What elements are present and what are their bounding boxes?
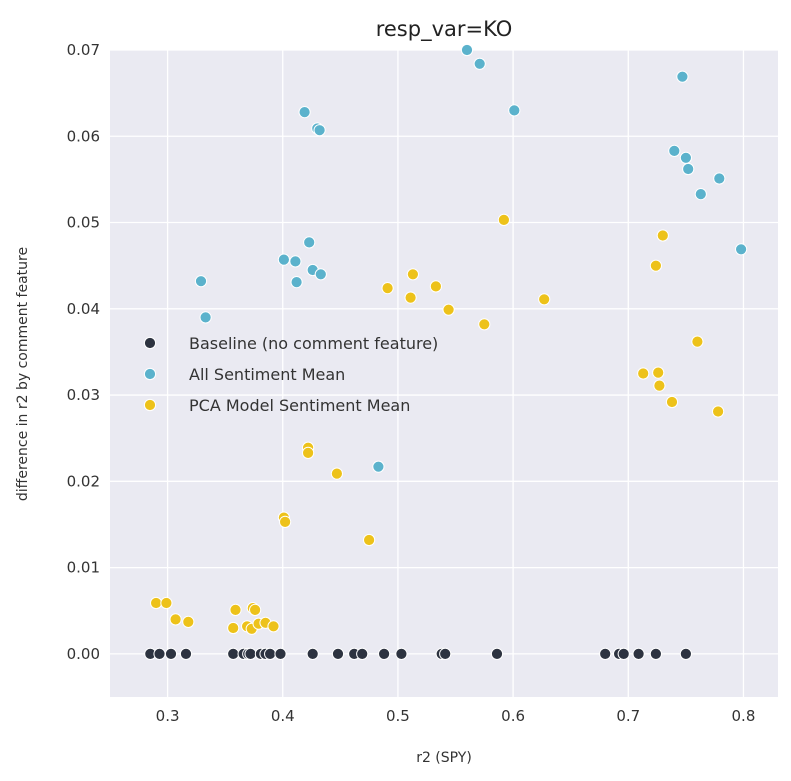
point-series-3 [478, 318, 491, 331]
legend-label: All Sentiment Mean [189, 365, 345, 384]
point-series-3 [363, 533, 376, 547]
point-series-2 [314, 268, 327, 281]
point-series-2 [682, 162, 695, 176]
x-gridlines [166, 50, 745, 697]
point-series-3 [653, 379, 666, 392]
point-series-3 [330, 467, 343, 480]
point-series-1 [679, 647, 693, 661]
point-series-3 [406, 268, 419, 281]
legend-marker [143, 336, 157, 350]
point-series-1 [274, 647, 287, 661]
point-series-1 [331, 647, 345, 661]
point-series-3 [442, 303, 455, 316]
point-series-2 [372, 460, 385, 473]
point-series-3 [249, 603, 262, 617]
point-series-2 [194, 275, 208, 288]
point-series-1 [599, 647, 612, 661]
point-series-3 [538, 293, 551, 306]
x-tick-labels: 0.3 0.4 0.5 0.6 0.7 0.8 [156, 707, 756, 725]
point-series-1 [617, 647, 630, 661]
y-axis-label: difference in r2 by comment feature [15, 247, 31, 501]
point-series-2 [473, 57, 486, 70]
point-series-1 [439, 647, 452, 661]
point-series-3 [497, 213, 510, 226]
y-tick-label: 0.03 [67, 386, 100, 404]
point-series-3 [279, 515, 292, 529]
point-series-2 [668, 144, 681, 157]
legend: Baseline (no comment feature) All Sentime… [143, 334, 438, 415]
point-series-2 [290, 276, 303, 289]
x-tick-label: 0.7 [616, 707, 640, 725]
point-series-1 [378, 647, 391, 661]
point-series-1 [356, 647, 369, 661]
x-tick-label: 0.6 [501, 707, 525, 725]
point-series-2 [735, 243, 748, 256]
point-series-3 [652, 366, 665, 379]
point-series-3 [227, 621, 240, 635]
point-series-1 [244, 647, 257, 661]
legend-label: PCA Model Sentiment Mean [189, 396, 410, 415]
point-series-3 [160, 596, 173, 610]
point-series-3 [381, 282, 394, 295]
point-series-2 [676, 70, 689, 83]
x-tick-label: 0.4 [271, 707, 295, 725]
point-series-1 [227, 647, 240, 661]
point-series-3 [656, 229, 669, 242]
point-series-3 [267, 620, 280, 633]
point-series-3 [691, 335, 704, 348]
point-series-3 [169, 613, 182, 626]
y-tick-label: 0.07 [67, 41, 100, 59]
y-tick-label: 0.01 [67, 559, 100, 577]
y-tick-label: 0.02 [67, 472, 100, 490]
y-tick-label: 0.00 [67, 645, 100, 663]
point-series-2 [694, 188, 707, 201]
point-series-3 [665, 395, 679, 409]
point-series-2 [199, 311, 212, 324]
point-series-3 [429, 280, 442, 293]
legend-marker [143, 367, 157, 381]
point-series-3 [649, 259, 663, 272]
x-axis-label: r2 (SPY) [416, 750, 472, 766]
point-series-1 [395, 647, 408, 661]
x-tick-label: 0.5 [386, 707, 410, 725]
point-series-3 [404, 291, 417, 304]
point-series-3 [302, 446, 315, 459]
chart-title: resp_var=KO [376, 17, 513, 42]
point-series-2 [460, 43, 474, 57]
point-series-2 [679, 151, 693, 164]
data-points [144, 43, 748, 661]
legend-label: Baseline (no comment feature) [189, 334, 438, 353]
point-series-1 [264, 647, 277, 661]
point-series-3 [182, 615, 195, 629]
point-series-2 [289, 255, 302, 268]
x-tick-label: 0.8 [732, 707, 756, 725]
y-tick-label: 0.05 [67, 214, 100, 232]
y-tick-label: 0.04 [67, 300, 100, 318]
point-series-2 [298, 106, 311, 119]
point-series-1 [153, 647, 166, 661]
x-tick-label: 0.3 [156, 707, 180, 725]
point-series-2 [313, 124, 326, 137]
point-series-1 [649, 647, 663, 661]
point-series-3 [712, 405, 725, 418]
point-series-2 [277, 253, 290, 266]
plot-background [110, 50, 778, 697]
point-series-2 [303, 236, 316, 249]
point-series-3 [637, 367, 650, 380]
y-tick-label: 0.06 [67, 127, 100, 145]
point-series-3 [150, 596, 163, 610]
point-series-2 [508, 104, 521, 117]
legend-marker [143, 398, 157, 412]
y-tick-labels: 0.00 0.01 0.02 0.03 0.04 0.05 0.06 0.07 [67, 41, 100, 663]
point-series-1 [164, 647, 178, 661]
point-series-1 [306, 647, 319, 661]
point-series-1 [632, 647, 645, 661]
point-series-2 [713, 172, 726, 185]
point-series-1 [179, 647, 193, 661]
point-series-1 [490, 647, 504, 661]
point-series-3 [229, 603, 242, 617]
